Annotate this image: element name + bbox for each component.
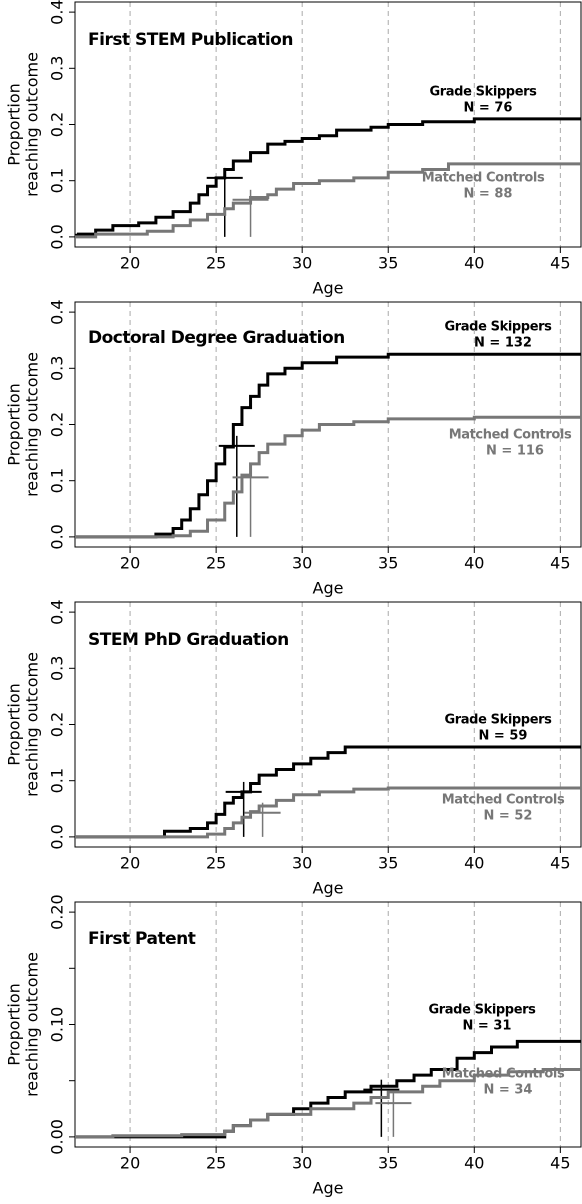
y-tick-label: 0.2 [48, 112, 67, 137]
y-tick-label: 0.10 [48, 1007, 67, 1043]
y-axis-label: reaching outcome [23, 352, 42, 497]
y-tick-label: 0.3 [48, 56, 67, 81]
series-label: Matched Controls [422, 171, 545, 186]
series-n-label: N = 31 [463, 1019, 512, 1034]
series-n-label: N = 52 [484, 809, 533, 824]
series-label: Grade Skippers [430, 85, 538, 100]
series-n-label: N = 34 [484, 1083, 533, 1098]
series-label: Matched Controls [442, 793, 565, 808]
x-tick-label: 20 [120, 254, 140, 273]
x-axis-label: Age [313, 1179, 344, 1198]
y-tick-label: 0.4 [48, 599, 67, 624]
series-label: Grade Skippers [445, 320, 553, 335]
series-label: Grade Skippers [429, 1003, 537, 1018]
x-tick-label: 45 [550, 854, 570, 873]
survival-curve [75, 117, 581, 237]
y-axis-label: Proportion [5, 983, 24, 1066]
series-n-label: N = 116 [486, 444, 544, 459]
y-tick-label: 0.1 [48, 768, 67, 793]
plot-frame [74, 1, 582, 248]
x-tick-label: 35 [378, 254, 398, 273]
x-tick-label: 40 [464, 1154, 484, 1173]
y-tick-label: 0.2 [48, 412, 67, 437]
y-tick-label: 0.0 [48, 224, 67, 249]
y-axis-label: reaching outcome [23, 52, 42, 197]
x-axis-label: Age [313, 279, 344, 298]
x-tick-label: 30 [292, 854, 312, 873]
survival-curve [75, 1067, 581, 1139]
y-tick-label: 0.4 [48, 299, 67, 324]
y-axis-label: reaching outcome [23, 652, 42, 797]
y-axis-label: Proportion [5, 683, 24, 766]
x-tick-label: 40 [464, 854, 484, 873]
x-tick-label: 25 [206, 554, 226, 573]
y-tick-label: 0.0 [48, 824, 67, 849]
panel-title: First STEM Publication [88, 30, 293, 50]
series-n-label: N = 76 [464, 101, 513, 116]
panel-title: Doctoral Degree Graduation [88, 328, 345, 348]
plot-frame [74, 301, 582, 548]
x-axis-label: Age [313, 879, 344, 898]
x-tick-label: 30 [292, 554, 312, 573]
x-tick-label: 45 [550, 1154, 570, 1173]
x-tick-label: 30 [292, 254, 312, 273]
y-axis-label: Proportion [5, 83, 24, 166]
x-tick-label: 20 [120, 1154, 140, 1173]
x-tick-label: 20 [120, 854, 140, 873]
x-tick-label: 30 [292, 1154, 312, 1173]
survival-curve [75, 352, 581, 539]
x-tick-label: 45 [550, 254, 570, 273]
series-label: Grade Skippers [445, 713, 553, 728]
survival-curve [75, 786, 581, 839]
panel-title: First Patent [88, 929, 196, 949]
y-tick-label: 0.2 [48, 712, 67, 737]
x-axis-label: Age [313, 579, 344, 598]
series-n-label: N = 59 [479, 729, 528, 744]
plot-frame [74, 901, 582, 1148]
x-tick-label: 35 [378, 854, 398, 873]
x-tick-label: 25 [206, 854, 226, 873]
survival-curve [75, 415, 581, 539]
y-tick-label: 0.1 [48, 468, 67, 493]
x-tick-label: 40 [464, 554, 484, 573]
series-n-label: N = 132 [474, 336, 532, 351]
panel-title: STEM PhD Graduation [88, 630, 289, 650]
x-tick-label: 25 [206, 1154, 226, 1173]
x-tick-label: 40 [464, 254, 484, 273]
x-tick-label: 45 [550, 554, 570, 573]
y-tick-label: 0.20 [48, 894, 67, 930]
survival-curve [75, 162, 581, 239]
y-tick-label: 0.0 [48, 524, 67, 549]
x-tick-label: 35 [378, 1154, 398, 1173]
series-label: Matched Controls [449, 428, 572, 443]
x-tick-label: 35 [378, 554, 398, 573]
x-tick-label: 20 [120, 554, 140, 573]
y-tick-label: 0.1 [48, 168, 67, 193]
y-tick-label: 0.4 [48, 0, 67, 25]
y-axis-label: reaching outcome [23, 952, 42, 1097]
series-n-label: N = 88 [464, 187, 513, 202]
y-axis-label: Proportion [5, 383, 24, 466]
x-tick-label: 25 [206, 254, 226, 273]
y-tick-label: 0.3 [48, 356, 67, 381]
plot-frame [74, 601, 582, 848]
y-tick-label: 0.3 [48, 656, 67, 681]
y-tick-label: 0.00 [48, 1119, 67, 1155]
series-label: Matched Controls [442, 1067, 565, 1082]
